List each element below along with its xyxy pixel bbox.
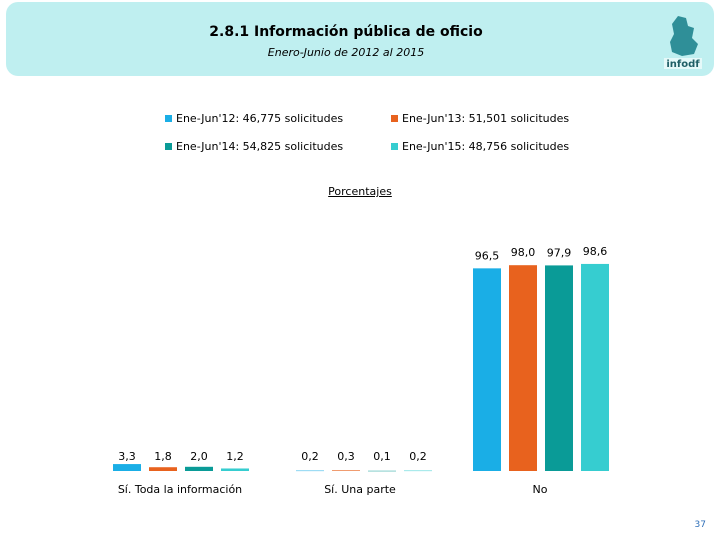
legend-label-2014: Ene-Jun'14: 54,825 solicitudes [176, 140, 344, 153]
legend-item-2013: Ene-Jun'13: 51,501 solicitudes [391, 112, 569, 125]
bar-2014-cat3 [545, 265, 573, 471]
page-title: 2.8.1 Información pública de oficio [209, 24, 483, 40]
category-label-1: Sí. Toda la información [118, 483, 242, 496]
bar-2015-cat3 [581, 263, 609, 471]
legend-swatch-2013 [391, 115, 398, 122]
data-label-2014-cat3: 97,9 [547, 246, 572, 259]
data-label-2014-cat2: 0,1 [373, 450, 391, 463]
bar-2015-cat1 [221, 468, 249, 471]
data-label-2015-cat3: 98,6 [583, 245, 608, 258]
category-label-2: Sí. Una parte [324, 483, 396, 496]
data-label-2012-cat1: 3,3 [118, 450, 136, 463]
bar-2012-cat1 [113, 464, 141, 471]
bar-2012-cat2 [296, 470, 324, 472]
legend-swatch-2014 [165, 143, 172, 150]
page-subtitle: Enero-Junio de 2012 al 2015 [267, 46, 425, 59]
legend-label-2012: Ene-Jun'12: 46,775 solicitudes [176, 112, 344, 125]
legend-swatch-2015 [391, 143, 398, 150]
bar-2012-cat3 [473, 268, 501, 471]
svg-text:infodf: infodf [666, 59, 700, 70]
data-label-2013-cat2: 0,3 [337, 450, 355, 463]
data-label-2015-cat1: 1,2 [226, 450, 244, 463]
data-label-2013-cat1: 1,8 [154, 450, 172, 463]
bar-2015-cat2 [404, 470, 432, 472]
legend-item-2014: Ene-Jun'14: 54,825 solicitudes [165, 140, 343, 153]
data-label-2015-cat2: 0,2 [409, 450, 427, 463]
legend-item-2012: Ene-Jun'12: 46,775 solicitudes [165, 112, 343, 125]
infodf-logo: infodf [664, 16, 702, 70]
legend-label-2013: Ene-Jun'13: 51,501 solicitudes [402, 112, 570, 125]
bar-2013-cat2 [332, 470, 360, 471]
bar-2014-cat2 [368, 470, 396, 472]
bar-2013-cat3 [509, 265, 537, 471]
bar-2013-cat1 [149, 467, 177, 471]
bar-2014-cat1 [185, 466, 213, 471]
chart-section-title: Porcentajes [328, 185, 392, 198]
page-number: 37 [694, 520, 706, 530]
data-label-2014-cat1: 2,0 [190, 450, 208, 463]
category-label-3: No [533, 483, 548, 496]
data-label-2012-cat2: 0,2 [301, 450, 319, 463]
header-banner: 2.8.1 Información pública de oficio Ener… [6, 2, 714, 76]
legend-label-2015: Ene-Jun'15: 48,756 solicitudes [402, 140, 570, 153]
data-label-2012-cat3: 96,5 [475, 249, 500, 262]
legend-item-2015: Ene-Jun'15: 48,756 solicitudes [391, 140, 569, 153]
data-label-2013-cat3: 98,0 [511, 246, 536, 259]
legend-swatch-2012 [165, 115, 172, 122]
